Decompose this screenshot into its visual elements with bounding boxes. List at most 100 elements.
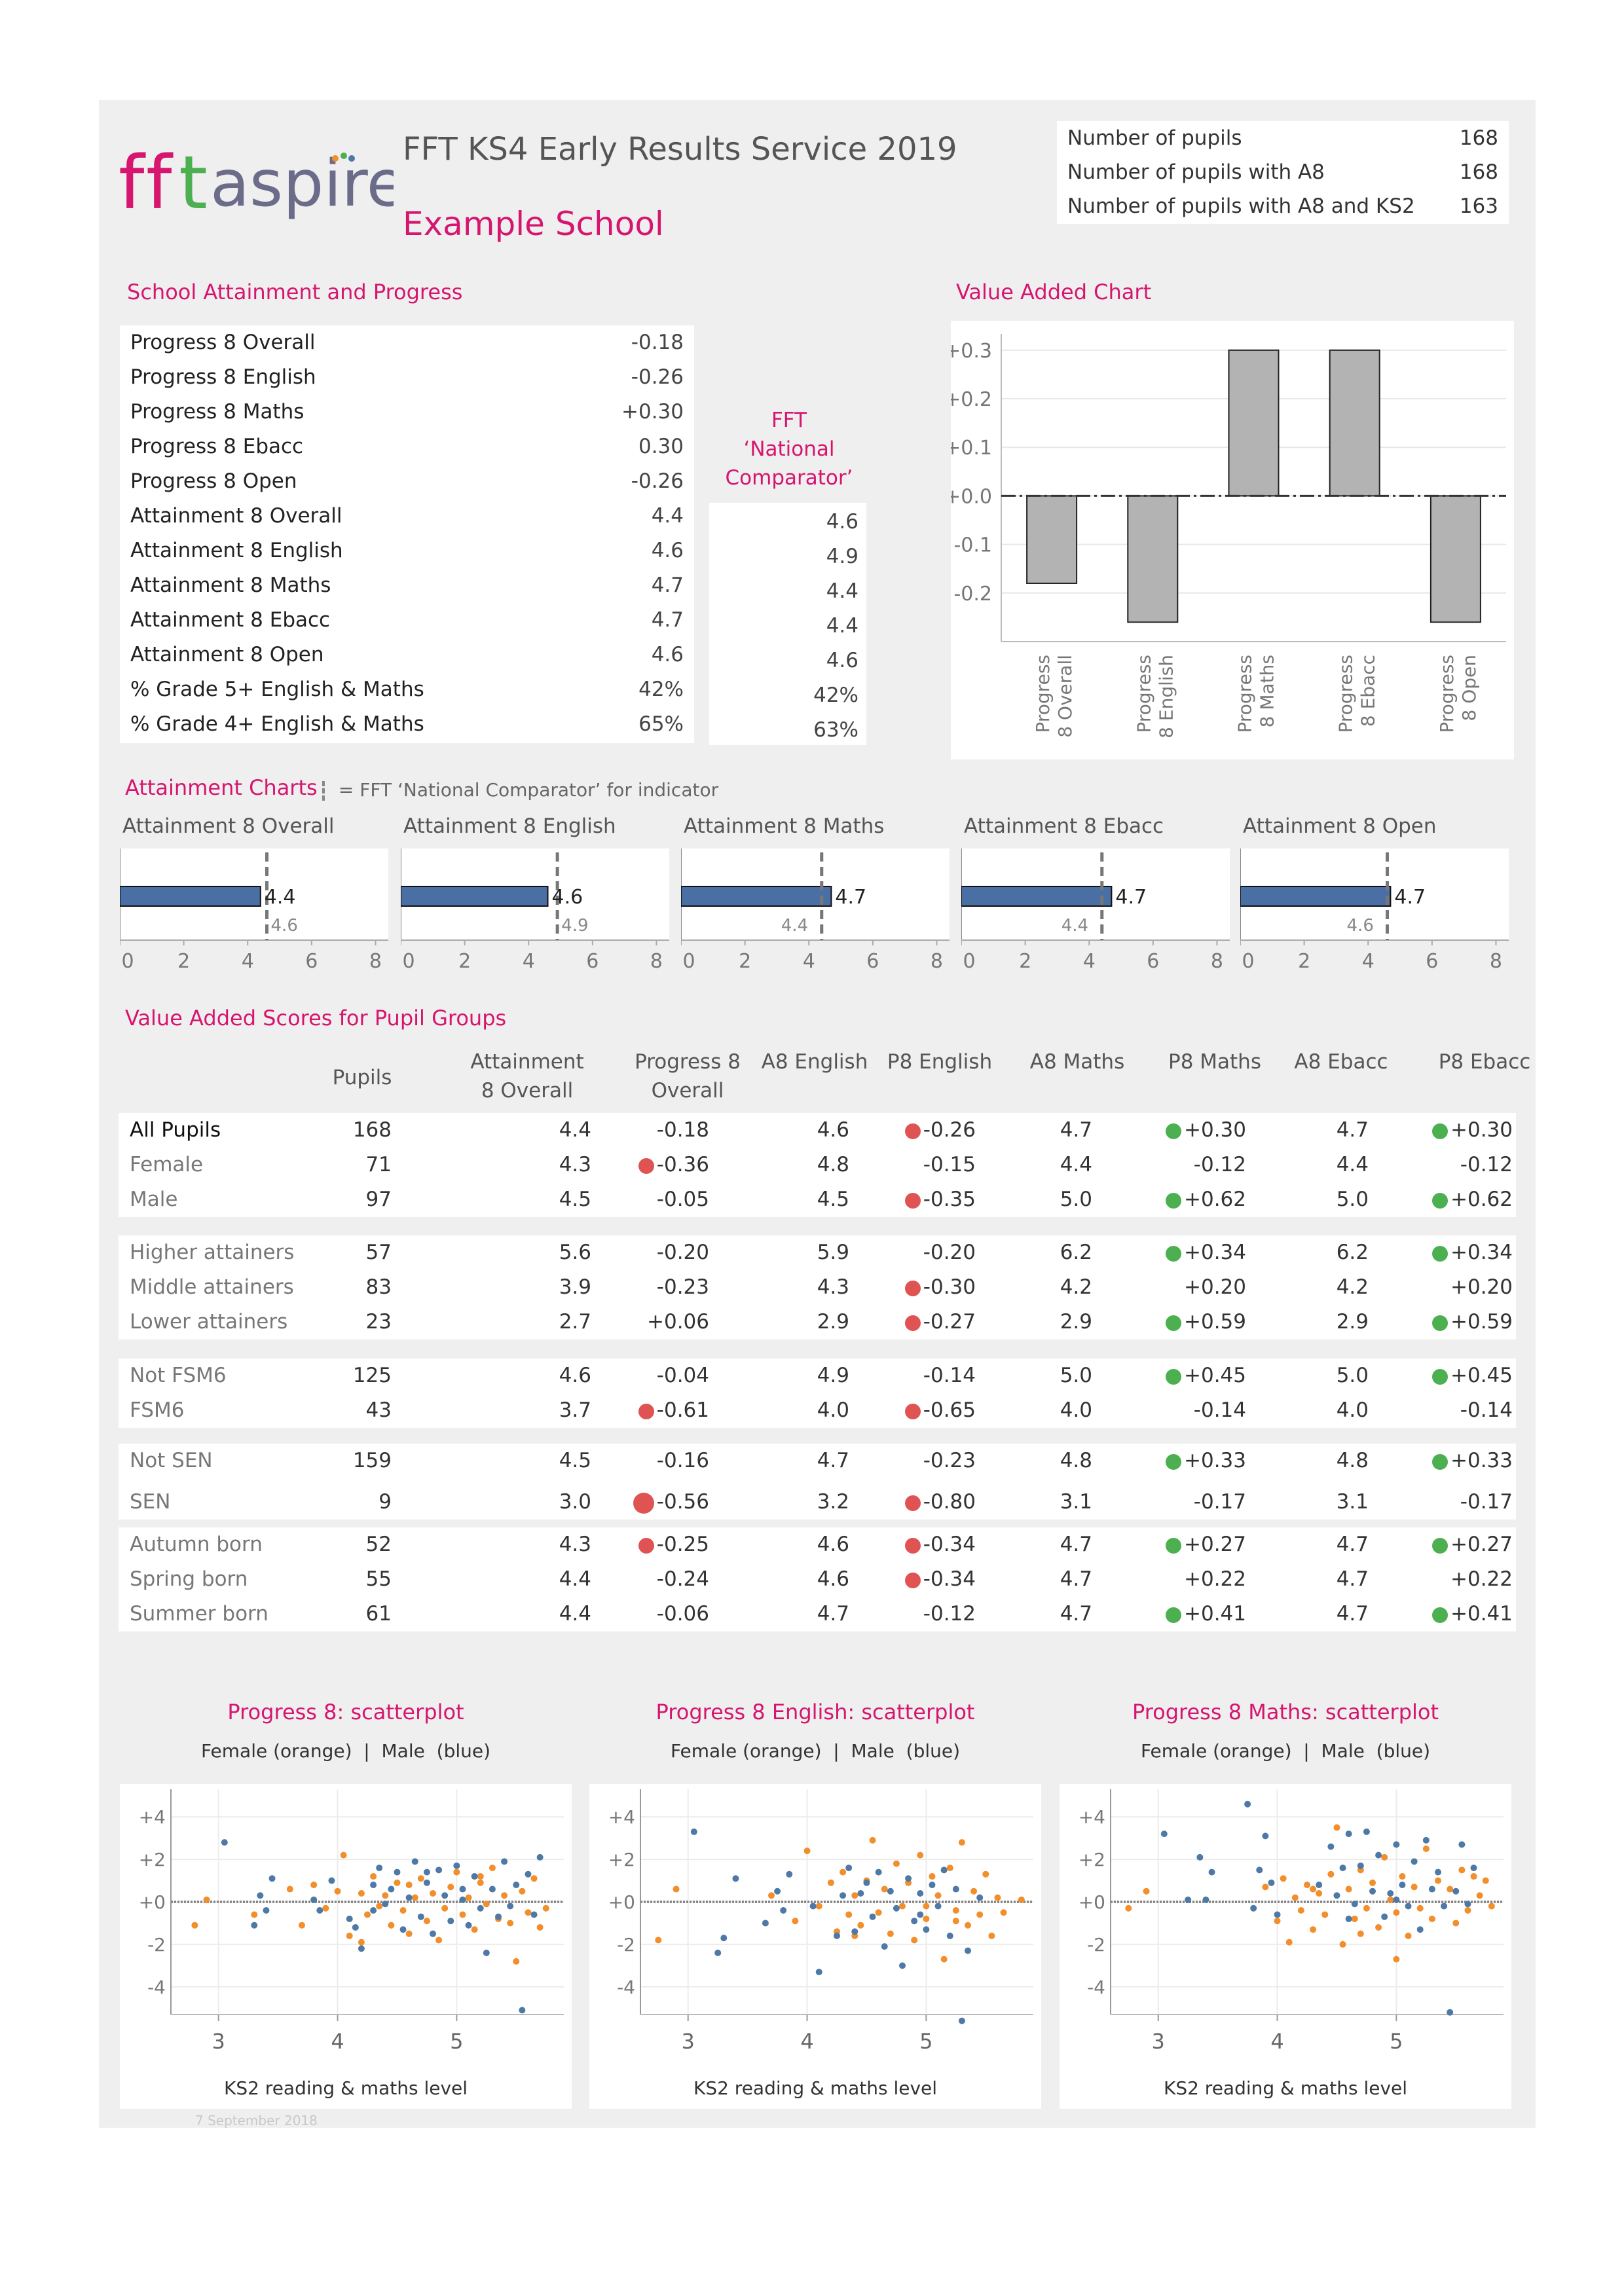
- pupil-group-cell: +0.20: [1076, 1270, 1246, 1305]
- pupil-group-cell: -0.65: [805, 1393, 976, 1428]
- significance-above-icon: [1166, 1453, 1181, 1470]
- male-point: [720, 1935, 728, 1942]
- male-point: [221, 1839, 228, 1846]
- male-point: [965, 1947, 971, 1954]
- pupil-group-value: 52: [365, 1533, 392, 1556]
- female-point: [1375, 1923, 1382, 1931]
- pupil-group-value: +0.34: [1184, 1241, 1246, 1264]
- pupil-group-value: 97: [365, 1188, 392, 1211]
- pupil-group-cell: -0.34: [805, 1527, 976, 1562]
- female-point: [465, 1894, 472, 1901]
- value-added-chart-title: Value Added Chart: [956, 280, 1152, 304]
- female-point: [1452, 1920, 1460, 1927]
- pupil-group-cell: 5.0: [1198, 1182, 1369, 1217]
- x-tick-label: 5: [1390, 2029, 1403, 2054]
- pupil-group-cell: -0.17: [1342, 1485, 1513, 1520]
- pupil-group-cell: 9: [221, 1485, 392, 1520]
- male-point: [840, 1892, 847, 1899]
- female-point: [322, 1904, 329, 1912]
- female-point: [1000, 1909, 1007, 1916]
- female-point: [299, 1922, 305, 1929]
- female-point: [875, 1909, 882, 1916]
- male-point: [507, 1903, 514, 1910]
- pupil-group-value: 4.7: [817, 1449, 849, 1472]
- female-point: [530, 1875, 538, 1882]
- pupil-group-cell: 2.9: [922, 1305, 1092, 1339]
- female-point: [310, 1882, 318, 1889]
- pupil-group-cell: -0.36: [539, 1148, 709, 1182]
- pupil-group-value: -0.15: [923, 1153, 976, 1176]
- pupil-group-cell: -0.15: [805, 1148, 976, 1182]
- category-label-line: 8 Overall: [1054, 655, 1076, 738]
- male-point: [370, 1906, 377, 1914]
- male-point: [1316, 1882, 1323, 1889]
- male-point: [346, 1915, 353, 1922]
- male-point: [887, 1887, 894, 1895]
- pupil-group-cell: 52: [221, 1527, 392, 1562]
- attainment-bar: [400, 886, 549, 907]
- stat-value: 163: [1459, 194, 1498, 218]
- scatterplot-subtitle: Female (orange) | Male (blue): [1140, 1740, 1431, 1762]
- female-point: [1018, 1896, 1025, 1903]
- svg-text:f: f: [119, 144, 146, 223]
- female-point: [976, 1911, 984, 1918]
- pupil-group-cell: 55: [221, 1562, 392, 1597]
- pupil-group-value: +0.62: [1450, 1188, 1513, 1211]
- pupil-group-value: 83: [365, 1275, 392, 1299]
- y-tick-label: +2: [1079, 1849, 1105, 1870]
- pupil-group-value: 4.6: [817, 1567, 849, 1591]
- y-tick-label: +2: [608, 1849, 635, 1870]
- significance-below-icon: [904, 1315, 921, 1331]
- pupil-group-value: -0.12: [1193, 1153, 1246, 1176]
- column-header: A8 Ebacc: [1294, 1050, 1388, 1074]
- pupil-group-value: -0.27: [923, 1310, 976, 1334]
- column-header: Progress 8 Overall: [635, 1050, 741, 1102]
- pupil-group-cell: -0.12: [1342, 1148, 1513, 1182]
- pupil-group-cell: 4.4: [1198, 1148, 1369, 1182]
- pupil-group-cell: +0.45: [1342, 1358, 1513, 1393]
- male-point: [501, 1858, 508, 1865]
- x-tick-label: 6: [305, 950, 318, 973]
- pupil-group-value: 4.7: [817, 1602, 849, 1626]
- pupil-group-cell: 4.3: [421, 1527, 591, 1562]
- pupil-group-value: 4.8: [1336, 1449, 1369, 1472]
- male-point: [1428, 1886, 1435, 1893]
- male-point: [1393, 1841, 1400, 1848]
- stat-label: Number of pupils with A8 and KS2: [1067, 194, 1415, 218]
- female-point: [1297, 1906, 1304, 1914]
- attainment-row: Progress 8 Overall -0.18: [130, 325, 684, 360]
- pupil-group-name: Middle attainers: [130, 1275, 294, 1299]
- attainment-row-value: 4.4: [651, 504, 684, 528]
- pupil-group-cell: 4.7: [679, 1444, 849, 1478]
- pupil-group-value: -0.04: [656, 1364, 709, 1387]
- female-point: [483, 1901, 490, 1908]
- female-point: [1435, 1877, 1441, 1884]
- male-point: [1274, 1911, 1281, 1918]
- significance-above-icon: [1166, 1607, 1181, 1623]
- comparator-value: 4.6: [826, 510, 858, 534]
- male-point: [1339, 1865, 1346, 1872]
- attainment-row-value: -0.26: [631, 365, 684, 389]
- x-tick-label: 2: [1298, 950, 1310, 973]
- male-point: [477, 1904, 484, 1912]
- significance-below-icon: [904, 1280, 921, 1296]
- female-point: [1416, 1904, 1424, 1912]
- male-point: [1262, 1832, 1269, 1840]
- female-point: [655, 1937, 662, 1944]
- y-tick-label: +4: [608, 1806, 635, 1828]
- female-point: [952, 1906, 959, 1914]
- female-point: [1422, 1845, 1430, 1852]
- attainment-chart-title: Attainment 8 Ebacc: [964, 814, 1164, 838]
- pupil-group-value: 5.0: [1336, 1188, 1369, 1211]
- pupil-group-value: +0.62: [1184, 1188, 1246, 1211]
- pupil-group-name: Not SEN: [130, 1449, 213, 1472]
- pupil-group-value: 3.0: [559, 1490, 591, 1514]
- comparator-heading: FFT ‘National Comparator’: [710, 406, 868, 492]
- pupil-group-cell: -0.25: [539, 1527, 709, 1562]
- pupil-group-value: 6.2: [1060, 1241, 1092, 1264]
- male-point: [251, 1922, 258, 1929]
- pupil-group-value: 4.3: [559, 1533, 591, 1556]
- pupil-group-value: 4.5: [817, 1188, 849, 1211]
- pupil-group-value: 4.4: [559, 1567, 591, 1591]
- male-point: [1185, 1896, 1192, 1903]
